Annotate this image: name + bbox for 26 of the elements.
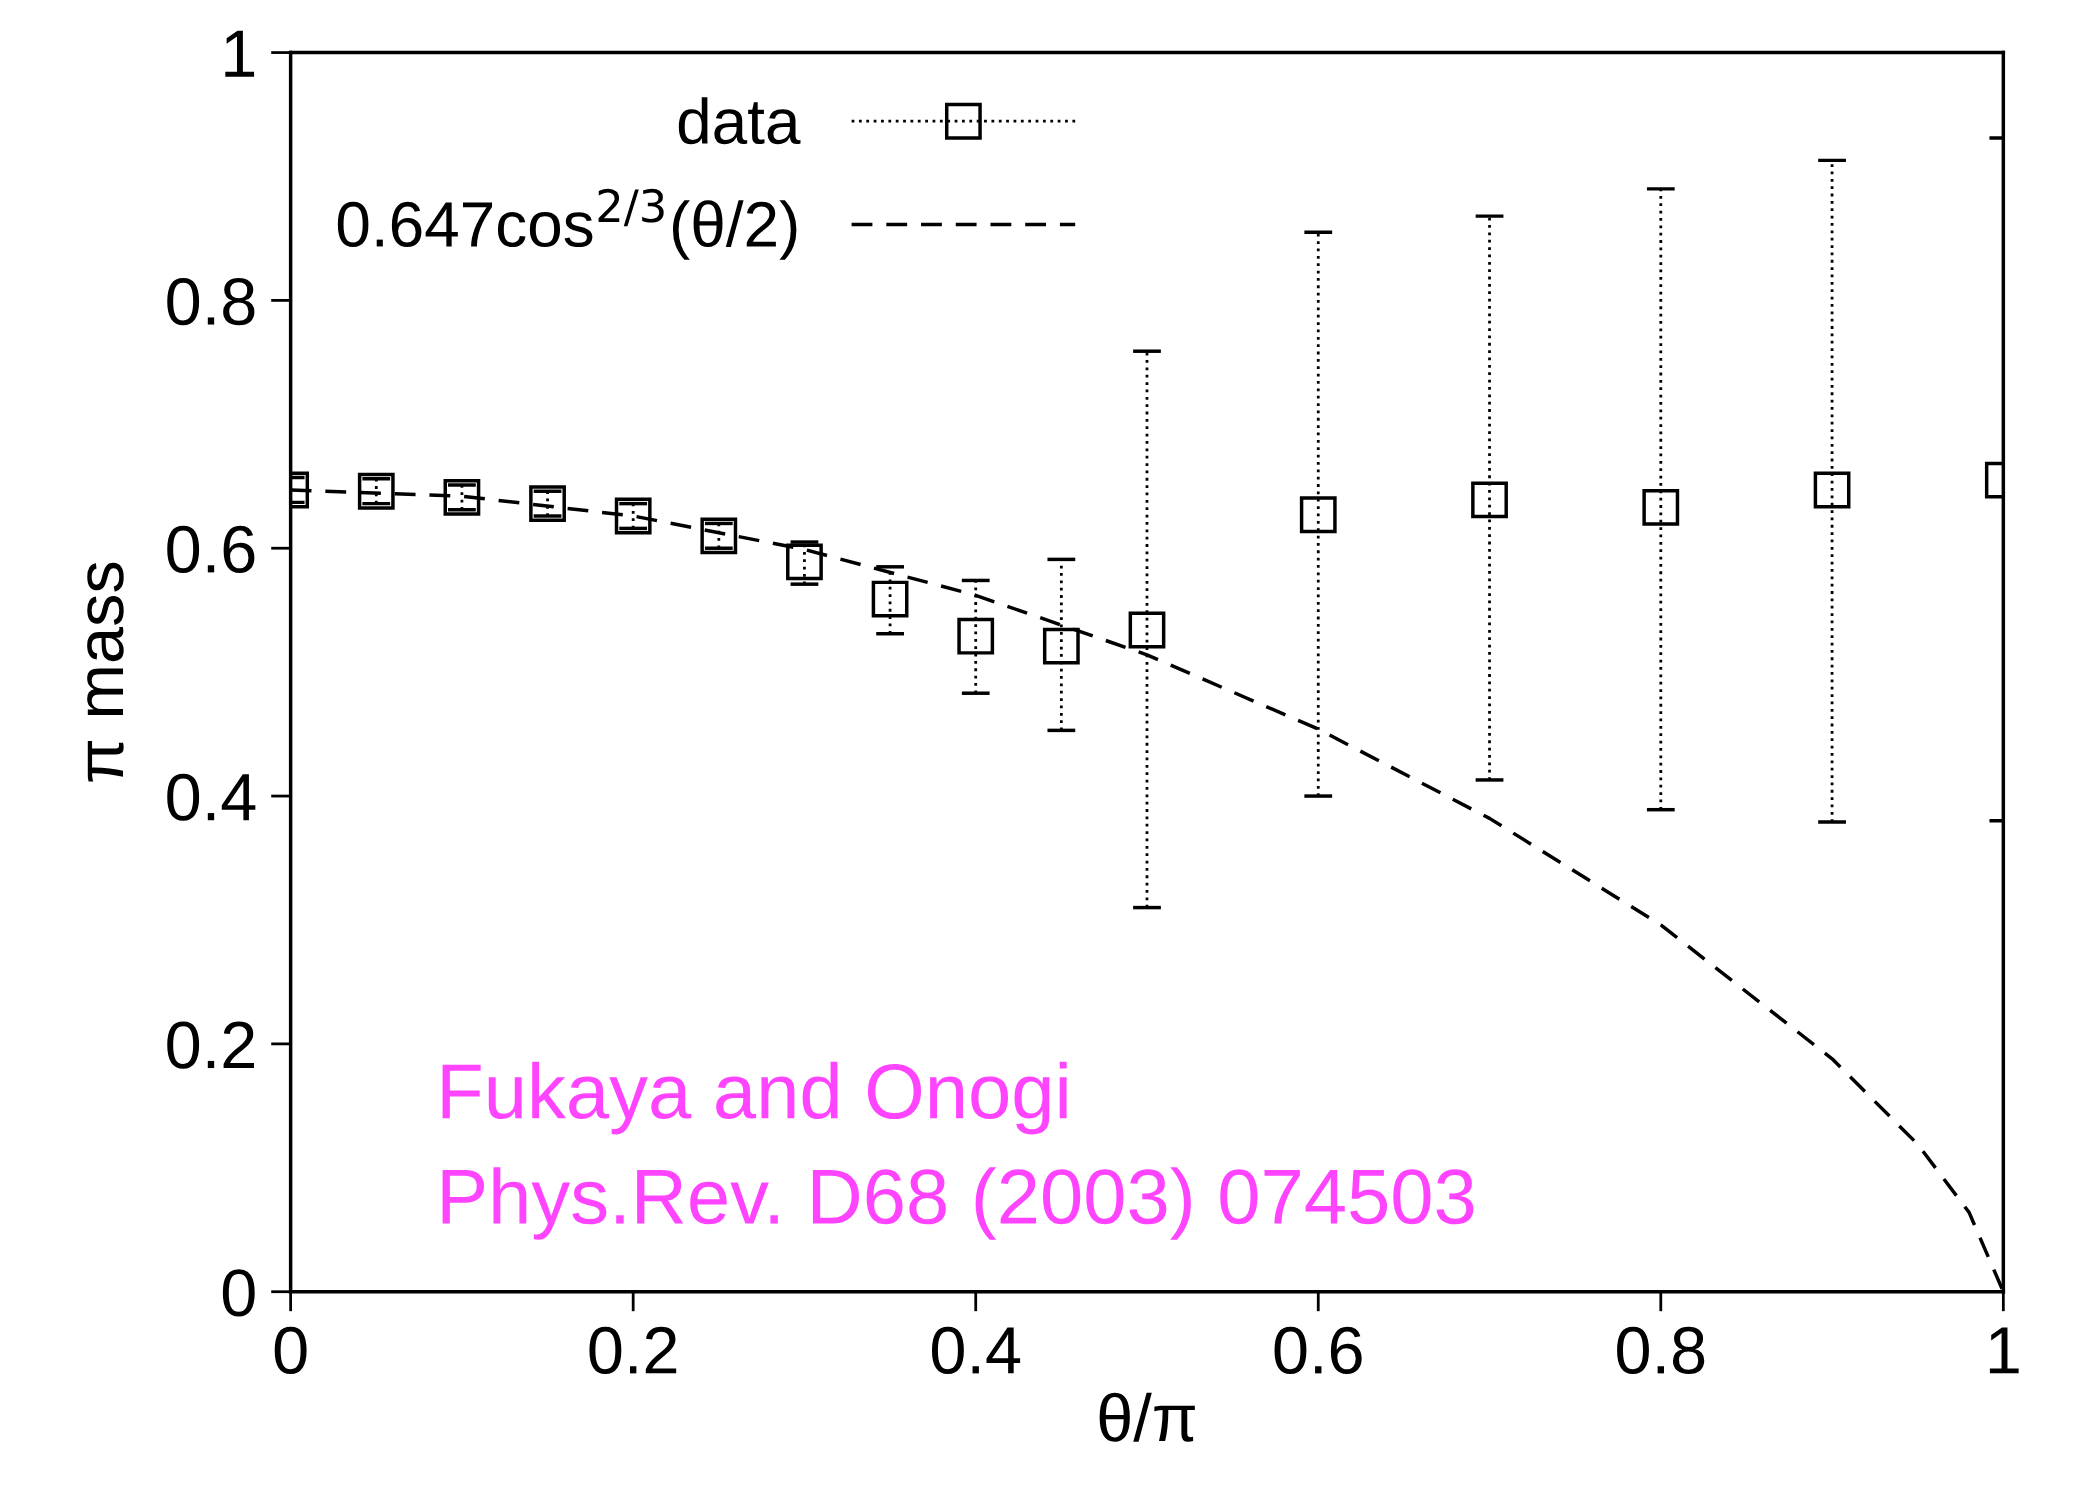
x-tick-label: 0.6 — [1274, 1326, 1362, 1375]
annotation: Fukaya and Onogi — [442, 1061, 1067, 1135]
y-tick-label: 0.4 — [167, 773, 256, 821]
point — [957, 617, 995, 655]
point — [1299, 496, 1337, 534]
x-tick-label: 1 — [1989, 1327, 2019, 1374]
y-tick-label: 0.8 — [167, 278, 255, 326]
x-tick-label: 0.8 — [1617, 1326, 1705, 1375]
y-tick-label: 0 — [222, 1269, 255, 1317]
x-tick-label: 0 — [274, 1326, 307, 1375]
point — [1813, 471, 1851, 509]
x-tick-label: 0.4 — [931, 1326, 1021, 1375]
point — [1471, 481, 1508, 519]
point — [871, 580, 909, 618]
legend-label: data — [678, 97, 801, 145]
y-tick-label: 0.6 — [167, 525, 255, 574]
x-axis-title: θ/π — [1099, 1392, 1195, 1442]
point — [1042, 627, 1080, 665]
x-tick-label: 0.2 — [589, 1326, 677, 1375]
point — [1128, 611, 1166, 649]
y-tick-label: 0.2 — [167, 1021, 254, 1069]
y-axis-title: π mass — [87, 562, 124, 782]
y-tick-label: 1 — [225, 30, 255, 77]
annotation: Phys.Rev. D68 (2003) 074503 — [442, 1167, 1474, 1240]
point — [1642, 488, 1680, 526]
legend-label: 0.647cos$^{2/3}$(θ/2) — [337, 188, 797, 260]
